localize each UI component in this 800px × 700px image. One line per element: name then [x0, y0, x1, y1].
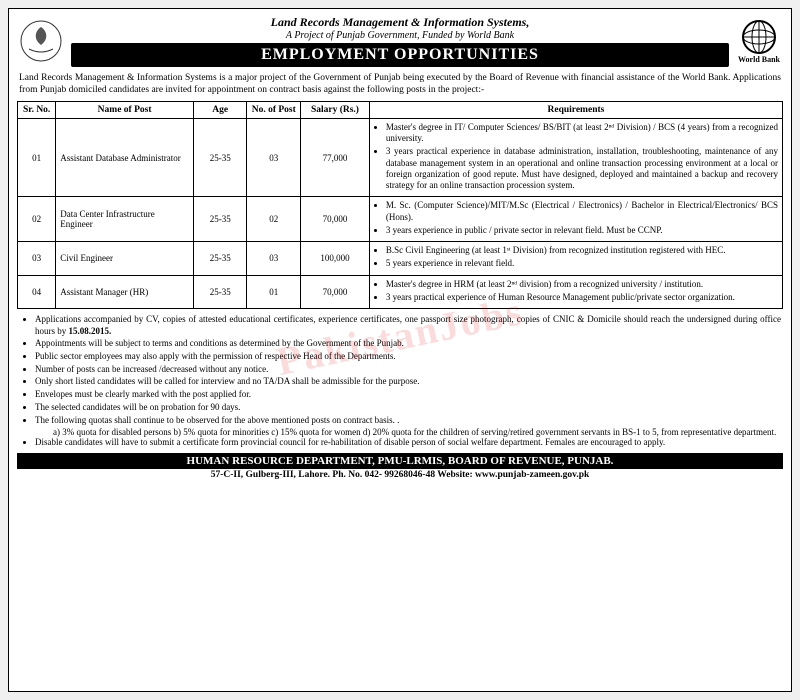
cell-age: 25-35: [193, 242, 247, 276]
table-row: 03Civil Engineer25-3503100,000B.Sc Civil…: [18, 242, 783, 276]
requirement-item: 3 years experience in public / private s…: [386, 225, 778, 236]
intro-paragraph: Land Records Management & Information Sy…: [19, 73, 781, 97]
cell-post: Assistant Manager (HR): [56, 275, 194, 309]
table-row: 04Assistant Manager (HR)25-350170,000 Mas…: [18, 275, 783, 309]
requirement-item: M. Sc. (Computer Science)/MIT/M.Sc (Elec…: [386, 200, 778, 223]
org-subtitle: A Project of Punjab Government, Funded b…: [71, 30, 729, 41]
org-title: Land Records Management & Information Sy…: [71, 15, 729, 30]
cell-requirements: Master's degree in IT/ Computer Sciences…: [369, 118, 782, 197]
employment-banner: EMPLOYMENT OPPORTUNITIES: [71, 43, 729, 67]
cell-requirements: Master's degree in HRM (at least 2ⁿᵈ div…: [369, 275, 782, 309]
table-header-cell: Name of Post: [56, 101, 194, 118]
cell-age: 25-35: [193, 118, 247, 197]
table-row: 02Data Center Infrastructure Engineer25-…: [18, 197, 783, 242]
table-body: 01Assistant Database Administrator25-350…: [18, 118, 783, 308]
requirement-item: B.Sc Civil Engineering (at least 1ˢᵗ Div…: [386, 245, 778, 256]
requirement-item: 3 years practical experience in database…: [386, 146, 778, 191]
document-page: Land Records Management & Information Sy…: [8, 8, 792, 692]
note-item: Applications accompanied by CV, copies o…: [35, 314, 781, 337]
cell-post: Data Center Infrastructure Engineer: [56, 197, 194, 242]
table-header-cell: Age: [193, 101, 247, 118]
notes-list: Applications accompanied by CV, copies o…: [35, 314, 781, 449]
table-header-cell: No. of Post: [247, 101, 301, 118]
cell-requirements: M. Sc. (Computer Science)/MIT/M.Sc (Elec…: [369, 197, 782, 242]
table-row: 01Assistant Database Administrator25-350…: [18, 118, 783, 197]
cell-salary: 70,000: [301, 275, 370, 309]
note-item: Disable candidates will have to submit a…: [35, 437, 781, 449]
cell-age: 25-35: [193, 197, 247, 242]
table-header-cell: Salary (Rs.): [301, 101, 370, 118]
punjab-emblem-icon: [17, 17, 65, 65]
cell-post: Civil Engineer: [56, 242, 194, 276]
cell-sr: 01: [18, 118, 56, 197]
cell-count: 02: [247, 197, 301, 242]
cell-salary: 100,000: [301, 242, 370, 276]
cell-count: 01: [247, 275, 301, 309]
note-item: The following quotas shall continue to b…: [35, 415, 781, 427]
requirement-item: 5 years experience in relevant field.: [386, 258, 778, 269]
footer-address: 57-C-II, Gulberg-III, Lahore. Ph. No. 04…: [17, 469, 783, 481]
cell-post: Assistant Database Administrator: [56, 118, 194, 197]
table-header-cell: Sr. No.: [18, 101, 56, 118]
cell-sr: 03: [18, 242, 56, 276]
notes-section: Applications accompanied by CV, copies o…: [19, 314, 781, 449]
table-header-cell: Requirements: [369, 101, 782, 118]
cell-count: 03: [247, 118, 301, 197]
cell-requirements: B.Sc Civil Engineering (at least 1ˢᵗ Div…: [369, 242, 782, 276]
requirement-item: 3 years practical experience of Human Re…: [386, 292, 778, 303]
cell-salary: 77,000: [301, 118, 370, 197]
requirement-item: Master's degree in IT/ Computer Sciences…: [386, 122, 778, 145]
note-item: Number of posts can be increased /decrea…: [35, 364, 781, 376]
note-item: Only short listed candidates will be cal…: [35, 376, 781, 388]
note-item: The selected candidates will be on proba…: [35, 402, 781, 414]
cell-sr: 02: [18, 197, 56, 242]
footer-banner: HUMAN RESOURCE DEPARTMENT, PMU-LRMIS, BO…: [17, 453, 783, 469]
requirement-item: Master's degree in HRM (at least 2ⁿᵈ div…: [386, 279, 778, 290]
header-titles: Land Records Management & Information Sy…: [71, 15, 729, 67]
world-bank-label: World Bank: [738, 55, 780, 64]
note-item: Envelopes must be clearly marked with th…: [35, 389, 781, 401]
note-item: Appointments will be subject to terms an…: [35, 338, 781, 350]
cell-count: 03: [247, 242, 301, 276]
table-header-row: Sr. No.Name of PostAgeNo. of PostSalary …: [18, 101, 783, 118]
note-item: Public sector employees may also apply w…: [35, 351, 781, 363]
world-bank-icon: World Bank: [735, 17, 783, 65]
posts-table: Sr. No.Name of PostAgeNo. of PostSalary …: [17, 101, 783, 309]
cell-salary: 70,000: [301, 197, 370, 242]
quota-subline: a) 3% quota for disabled persons b) 5% q…: [53, 427, 781, 437]
header: Land Records Management & Information Sy…: [17, 15, 783, 67]
cell-age: 25-35: [193, 275, 247, 309]
cell-sr: 04: [18, 275, 56, 309]
footer: HUMAN RESOURCE DEPARTMENT, PMU-LRMIS, BO…: [17, 453, 783, 481]
